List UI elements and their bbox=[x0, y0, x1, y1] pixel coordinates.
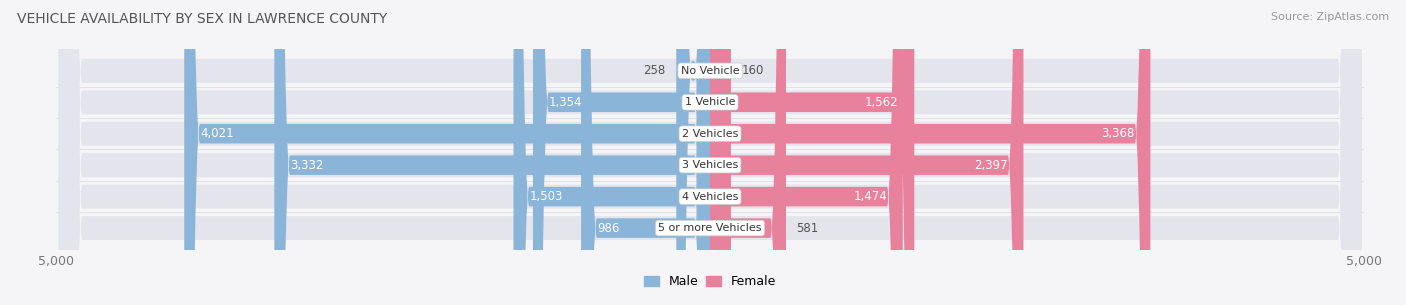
Text: 2,397: 2,397 bbox=[974, 159, 1008, 172]
FancyBboxPatch shape bbox=[710, 0, 914, 305]
FancyBboxPatch shape bbox=[59, 0, 1361, 305]
FancyBboxPatch shape bbox=[184, 0, 710, 305]
Text: 1,474: 1,474 bbox=[853, 190, 887, 203]
Text: 1,354: 1,354 bbox=[548, 96, 582, 109]
Text: 581: 581 bbox=[796, 222, 818, 235]
Text: 3,368: 3,368 bbox=[1101, 127, 1135, 140]
Text: 1,503: 1,503 bbox=[529, 190, 562, 203]
Text: 5 or more Vehicles: 5 or more Vehicles bbox=[658, 223, 762, 233]
Text: 3 Vehicles: 3 Vehicles bbox=[682, 160, 738, 170]
FancyBboxPatch shape bbox=[710, 0, 1024, 305]
FancyBboxPatch shape bbox=[59, 0, 1361, 305]
FancyBboxPatch shape bbox=[59, 0, 1361, 305]
Text: 1 Vehicle: 1 Vehicle bbox=[685, 97, 735, 107]
FancyBboxPatch shape bbox=[710, 0, 903, 305]
FancyBboxPatch shape bbox=[581, 0, 710, 305]
Text: 3,332: 3,332 bbox=[290, 159, 323, 172]
FancyBboxPatch shape bbox=[59, 0, 1361, 305]
FancyBboxPatch shape bbox=[59, 0, 1361, 305]
FancyBboxPatch shape bbox=[710, 0, 1150, 305]
Text: 258: 258 bbox=[644, 64, 666, 77]
Text: No Vehicle: No Vehicle bbox=[681, 66, 740, 76]
Text: Source: ZipAtlas.com: Source: ZipAtlas.com bbox=[1271, 12, 1389, 22]
Text: 2 Vehicles: 2 Vehicles bbox=[682, 129, 738, 139]
Legend: Male, Female: Male, Female bbox=[644, 275, 776, 288]
FancyBboxPatch shape bbox=[676, 0, 710, 305]
FancyBboxPatch shape bbox=[59, 0, 1361, 305]
FancyBboxPatch shape bbox=[710, 0, 786, 305]
Text: 1,562: 1,562 bbox=[865, 96, 898, 109]
FancyBboxPatch shape bbox=[274, 0, 710, 305]
FancyBboxPatch shape bbox=[710, 0, 731, 305]
FancyBboxPatch shape bbox=[513, 0, 710, 305]
Text: 4 Vehicles: 4 Vehicles bbox=[682, 192, 738, 202]
Text: VEHICLE AVAILABILITY BY SEX IN LAWRENCE COUNTY: VEHICLE AVAILABILITY BY SEX IN LAWRENCE … bbox=[17, 12, 387, 26]
Text: 986: 986 bbox=[596, 222, 619, 235]
Text: 160: 160 bbox=[741, 64, 763, 77]
FancyBboxPatch shape bbox=[533, 0, 710, 305]
Text: 4,021: 4,021 bbox=[200, 127, 233, 140]
